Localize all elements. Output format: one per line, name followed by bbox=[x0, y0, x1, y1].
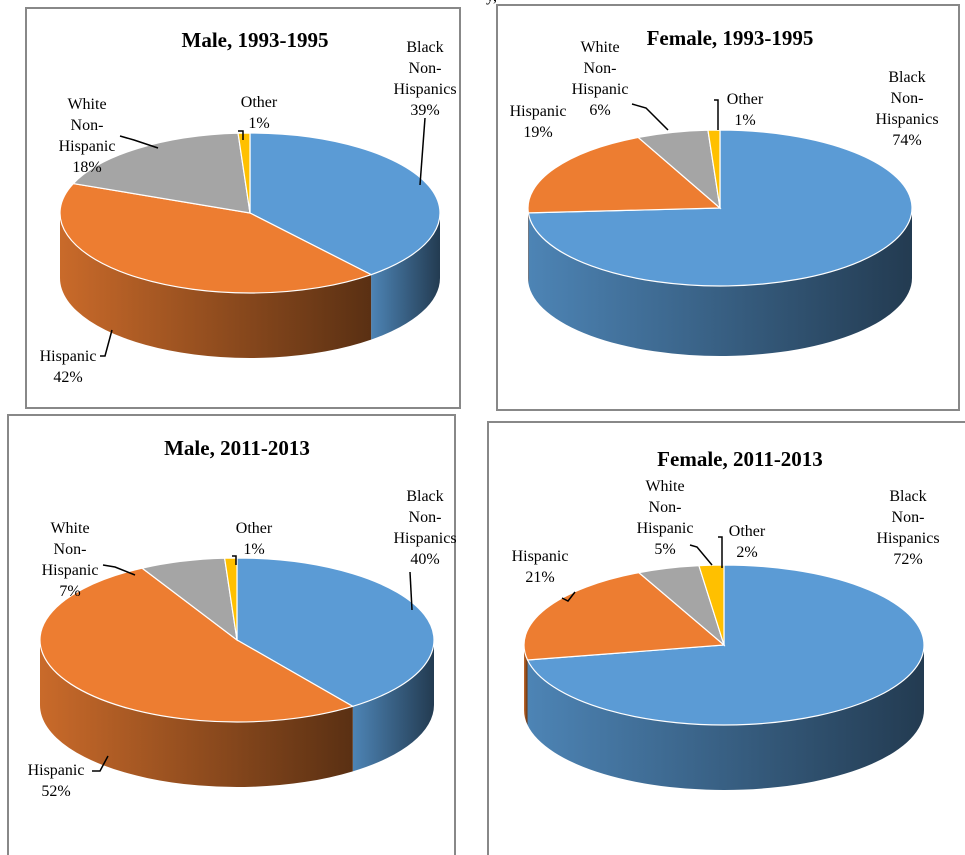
data-label: White Non-Hispanic 5% bbox=[637, 476, 694, 560]
slice-side bbox=[40, 640, 353, 788]
data-label: Black Non-Hispanics 39% bbox=[393, 37, 456, 121]
slice bbox=[39, 567, 355, 723]
data-label: White Non-Hispanic 7% bbox=[42, 518, 99, 602]
leader-line bbox=[631, 103, 669, 131]
slice-side bbox=[60, 213, 372, 358]
value-label: 5% bbox=[654, 541, 676, 558]
leader-line bbox=[718, 536, 723, 568]
data-label: Hispanic 52% bbox=[28, 760, 85, 802]
leader-line bbox=[100, 329, 113, 357]
panel-frame bbox=[496, 4, 960, 411]
data-label: White Non-Hispanic 18% bbox=[59, 94, 116, 178]
category-label: White Non-Hispanic bbox=[58, 96, 116, 155]
value-label: 42% bbox=[53, 369, 83, 386]
value-label: 7% bbox=[59, 583, 81, 600]
slice bbox=[223, 557, 238, 641]
data-label: White Non-Hispanic 6% bbox=[572, 37, 629, 121]
value-label: 2% bbox=[736, 544, 758, 561]
leader-line bbox=[102, 564, 136, 576]
slice-side bbox=[528, 208, 912, 357]
value-label: 1% bbox=[734, 112, 756, 129]
category-label: Hispanic bbox=[39, 348, 97, 365]
slice bbox=[249, 132, 441, 276]
slice bbox=[526, 564, 925, 726]
data-label: Hispanic 19% bbox=[510, 101, 567, 143]
leader-line bbox=[714, 99, 719, 130]
leader-line bbox=[419, 117, 426, 186]
data-label: Black Non-Hispanics 40% bbox=[393, 486, 456, 570]
slice-side bbox=[524, 645, 528, 725]
category-label: Black Non-Hispanics bbox=[393, 488, 457, 547]
slice-side bbox=[352, 640, 434, 772]
panel-frame bbox=[487, 421, 965, 855]
slice bbox=[527, 136, 722, 214]
category-label: Hispanic bbox=[509, 103, 567, 120]
data-label: Black Non-Hispanics 74% bbox=[875, 67, 938, 151]
value-label: 21% bbox=[525, 569, 555, 586]
leader-line bbox=[92, 755, 109, 772]
panel-frame bbox=[7, 414, 456, 855]
value-label: 74% bbox=[892, 132, 922, 149]
data-label: Black Non-Hispanics 72% bbox=[876, 486, 939, 570]
category-label: Other bbox=[726, 91, 764, 108]
leader-line bbox=[409, 571, 413, 611]
value-label: 1% bbox=[248, 115, 270, 132]
slice bbox=[236, 557, 435, 707]
data-label: Other 1% bbox=[236, 518, 272, 560]
value-label: 72% bbox=[893, 551, 923, 568]
slice bbox=[72, 132, 251, 214]
category-label: Hispanic bbox=[27, 762, 85, 779]
caption: y, bbox=[486, 0, 497, 6]
category-label: Other bbox=[728, 523, 766, 540]
value-label: 40% bbox=[410, 551, 440, 568]
data-label: Hispanic 42% bbox=[40, 346, 97, 388]
chart-title: Female, 2011-2013 bbox=[657, 447, 823, 471]
category-label: Hispanic bbox=[511, 548, 569, 565]
category-label: White Non-Hispanic bbox=[636, 478, 694, 537]
slice bbox=[707, 129, 721, 209]
data-label: Other 1% bbox=[727, 89, 763, 131]
chart-title: Male, 1993-1995 bbox=[181, 28, 329, 52]
panel-frame bbox=[25, 7, 461, 409]
slice bbox=[237, 132, 251, 214]
category-label: White Non-Hispanic bbox=[41, 520, 99, 579]
slice-side bbox=[527, 645, 924, 790]
data-label: Hispanic 21% bbox=[512, 546, 569, 588]
slice-side bbox=[371, 213, 440, 340]
data-label: Other 2% bbox=[729, 521, 765, 563]
value-label: 52% bbox=[41, 783, 71, 800]
category-label: Other bbox=[240, 94, 278, 111]
value-label: 19% bbox=[523, 124, 553, 141]
slice bbox=[59, 182, 373, 294]
category-label: Black Non-Hispanics bbox=[876, 488, 940, 547]
value-label: 39% bbox=[410, 102, 440, 119]
data-label: Other 1% bbox=[241, 92, 277, 134]
category-label: Black Non-Hispanics bbox=[875, 69, 939, 128]
category-label: Black Non-Hispanics bbox=[393, 39, 457, 98]
leader-line bbox=[238, 130, 244, 140]
value-label: 6% bbox=[589, 102, 611, 119]
leader-line bbox=[689, 544, 713, 566]
value-label: 1% bbox=[243, 541, 265, 558]
leader-line bbox=[232, 555, 237, 565]
category-label: White Non-Hispanic bbox=[571, 39, 629, 98]
value-label: 18% bbox=[72, 159, 102, 176]
chart-title: Male, 2011-2013 bbox=[164, 436, 310, 460]
leader-line bbox=[561, 591, 576, 602]
category-label: Other bbox=[235, 520, 273, 537]
leader-line bbox=[119, 135, 159, 149]
chart-title: Female, 1993-1995 bbox=[646, 26, 814, 50]
